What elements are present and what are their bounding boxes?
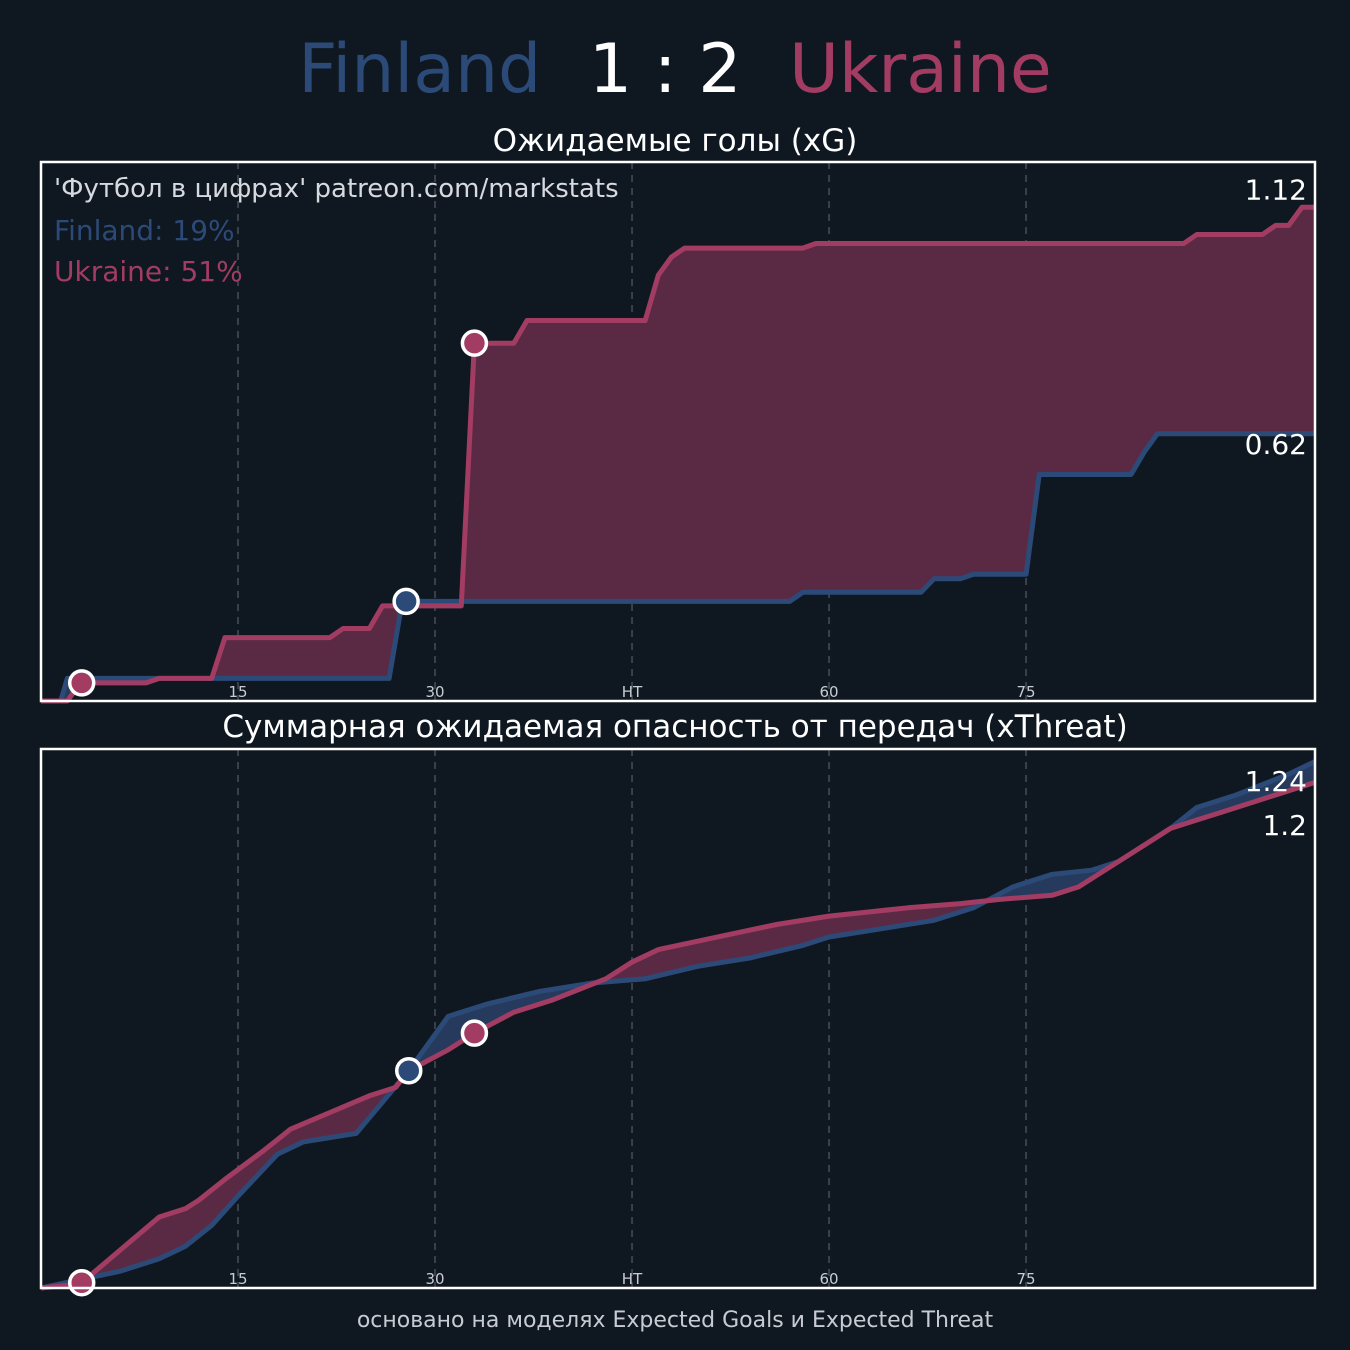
area-fill-ukraine [87,828,1171,1279]
goal-marker-ukraine [460,329,489,357]
plot-frame-0 [39,160,1317,703]
source-annotation: 'Футбол в цифрах' patreon.com/markstats [54,174,619,204]
score-separator: : [653,30,677,109]
goal-marker-finland [392,587,420,616]
away-score: 2 [698,30,742,109]
legend-entry-home: Finland: 19% [54,214,235,247]
legend-entry-away: Ukraine: 51% [54,255,243,288]
xg-chart-title: Ожидаемые голы (xG) [492,123,858,159]
x-tick-label: 30 [425,1270,444,1288]
home-score: 1 [588,30,633,109]
x-tick-label: 60 [819,1270,838,1288]
series-line-finland [40,759,1317,1291]
footer-note: основано на моделях Expected Goals и Exp… [356,1308,994,1333]
series-line-ukraine [40,780,1316,1291]
series-line-ukraine [41,204,1315,704]
away-team-name: Ukraine [789,30,1052,109]
goal-marker-ukraine [67,669,96,697]
x-tick-label: 15 [228,683,247,701]
goal-marker-ukraine [460,1019,489,1047]
final-value-ukraine: 1.12 [1245,173,1307,206]
home-team-name: Finland [298,30,542,109]
final-value-finland: 0.62 [1245,428,1307,461]
area-fill-ukraine [41,207,1315,702]
xthreat-chart-title: Суммарная ожидаемая опасность от передач… [222,709,1128,745]
x-tick-label: 75 [1017,1270,1036,1288]
x-tick-label: 15 [228,1270,247,1288]
match-score: 1 : 2 [589,28,742,112]
x-tick-label: HT [622,683,643,701]
final-value-ukraine: 1.2 [1262,809,1307,842]
x-tick-label: 60 [819,683,838,701]
final-value-finland: 1.24 [1245,765,1307,798]
match-header: Finland 1 : 2 Ukraine [0,28,1350,112]
x-tick-label: HT [622,1270,643,1288]
x-tick-label: 75 [1017,683,1036,701]
goal-marker-ukraine [67,1268,96,1297]
plot-frame-1 [39,747,1317,1290]
x-tick-label: 30 [425,683,444,701]
goal-marker-finland [395,1056,423,1085]
